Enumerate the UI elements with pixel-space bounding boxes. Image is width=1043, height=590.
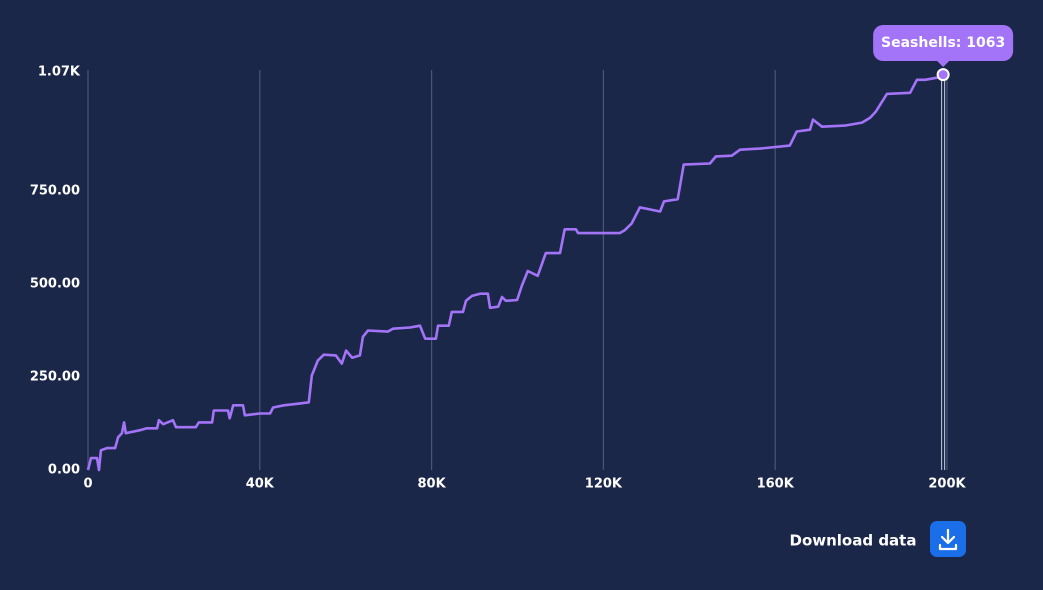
y-tick-label: 250.00 <box>30 370 80 385</box>
grid <box>87 70 948 470</box>
x-tick-label: 80K <box>418 477 447 492</box>
y-tick-label: 0.00 <box>48 463 80 478</box>
x-tick-label: 120K <box>585 477 623 492</box>
x-tick-label: 40K <box>246 477 275 492</box>
x-tick-label: 200K <box>928 477 966 492</box>
download-button[interactable] <box>930 521 966 557</box>
y-tick-label: 500.00 <box>30 277 80 292</box>
tooltip-box <box>873 25 1014 61</box>
tooltip-text: Seashells: 1063 <box>881 35 1005 51</box>
plot: Seashells: 1063 <box>86 25 1014 472</box>
tooltip-pointer <box>937 61 950 67</box>
data-point <box>936 68 950 82</box>
x-tick-label: 0 <box>83 477 92 492</box>
y-tick-label: 750.00 <box>30 184 80 199</box>
y-tick-label: 1.07K <box>38 65 81 80</box>
download-icon[interactable] <box>938 528 958 551</box>
x-tick-label: 160K <box>757 477 795 492</box>
data-line <box>86 73 945 472</box>
download-label: Download data <box>790 532 917 550</box>
tooltip: Seashells: 1063 <box>873 25 1014 67</box>
